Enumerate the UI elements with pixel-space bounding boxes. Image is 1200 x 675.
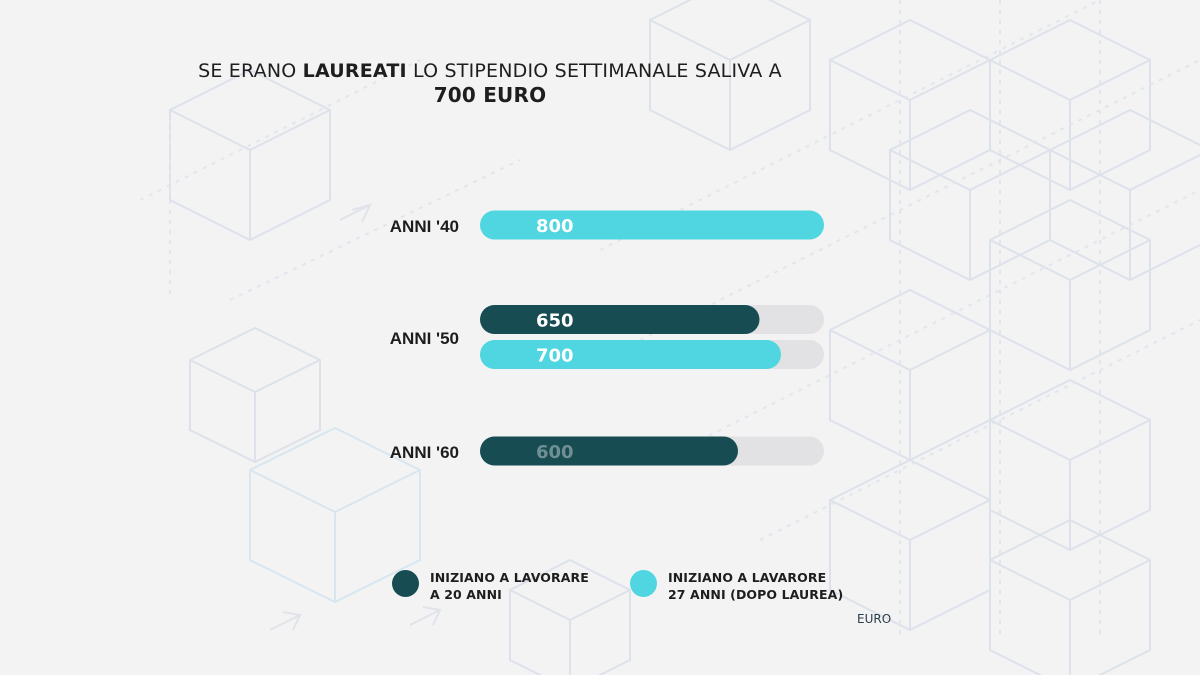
group-label-1: ANNI '50	[390, 329, 459, 348]
bar-dark-2	[480, 436, 738, 466]
group-label-0: ANNI '40	[390, 217, 459, 236]
unit-label: EURO	[857, 612, 892, 626]
group-label-2: ANNI '60	[390, 443, 459, 462]
legend-label-light: INIZIANO A LAVARORE 27 ANNI (DOPO LAUREA…	[668, 570, 844, 602]
bar-value-label: 800	[536, 216, 574, 237]
chart-title-line2: 700 EURO	[433, 83, 547, 107]
title-bold-word: LAUREATI	[302, 60, 407, 82]
bar-dark-1	[480, 305, 760, 334]
bar-light-1	[480, 340, 781, 369]
title-prefix: SE ERANO	[198, 60, 303, 82]
legend-item-dark: INIZIANO A LAVORARE A 20 ANNI	[392, 569, 589, 603]
legend-label-dark: INIZIANO A LAVORARE A 20 ANNI	[430, 570, 589, 602]
bar-light-0	[480, 210, 824, 240]
title-suffix: LO STIPENDIO SETTIMANALE SALIVA A	[406, 60, 782, 82]
legend-item-light: INIZIANO A LAVARORE 27 ANNI (DOPO LAUREA…	[630, 569, 843, 603]
legend-swatch-dark	[392, 570, 419, 597]
legend-swatch-light	[630, 570, 657, 597]
bar-value-label: 700	[536, 346, 574, 367]
bar-value-label: 650	[536, 311, 574, 332]
bar-value-label: 600	[536, 442, 574, 463]
chart-title-line1: SE ERANO LAUREATI LO STIPENDIO SETTIMANA…	[0, 60, 980, 82]
